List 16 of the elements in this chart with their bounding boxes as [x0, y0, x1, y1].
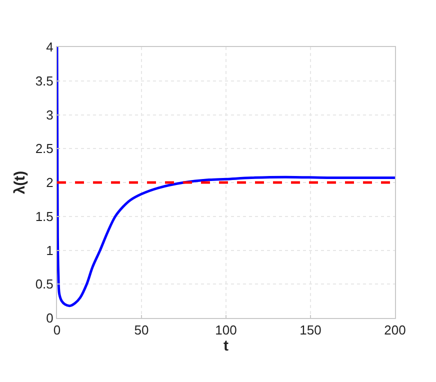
- x-axis-title: t: [224, 338, 228, 355]
- y-tick-label: 2: [46, 175, 54, 190]
- y-tick-label: 0.5: [35, 276, 54, 292]
- x-tick-label: 100: [215, 322, 237, 338]
- y-axis-title: λ(t): [12, 170, 29, 194]
- y-tick-label: 2.5: [35, 141, 54, 156]
- y-tick-label: 0: [46, 310, 54, 326]
- y-tick-label: 3.5: [35, 73, 54, 88]
- x-tick-label: 50: [134, 322, 149, 338]
- x-tick-label: 150: [300, 322, 322, 338]
- y-tick-label: 1.5: [35, 208, 54, 224]
- y-tick-label: 1: [46, 242, 54, 258]
- line-series: [57, 47, 395, 308]
- x-tick-label: 200: [384, 322, 406, 338]
- y-tick-label: 4: [46, 40, 54, 55]
- y-tick-label: 3: [46, 107, 54, 122]
